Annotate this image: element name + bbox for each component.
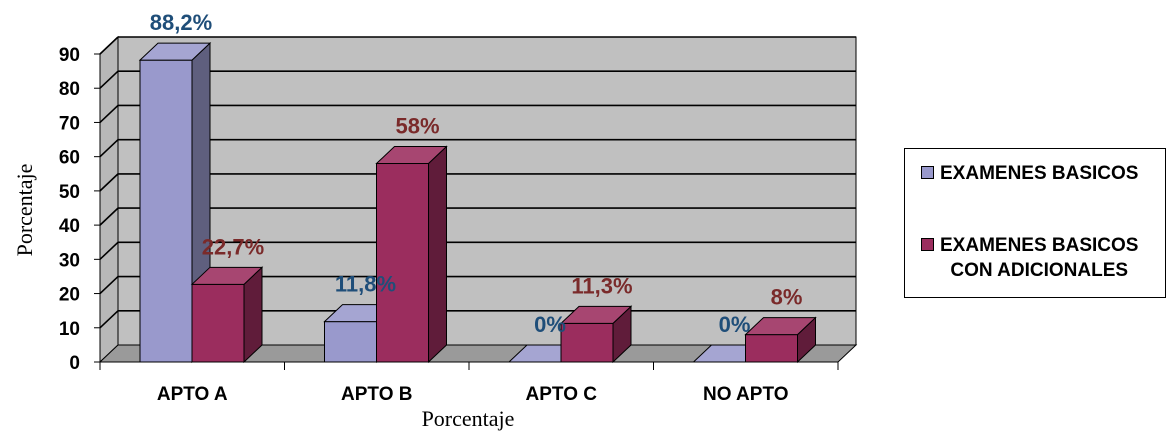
x-tick-label: APTO A [157,384,228,405]
legend-swatch-basicos [921,166,934,179]
bar-top [190,266,264,285]
y-axis-title: Porcentaje [12,164,37,257]
gridline-side [99,139,119,158]
y-tick-label: 60 [59,148,80,169]
data-label: 11,3% [571,273,632,298]
gridline-side [99,70,119,89]
bar-top [744,317,817,336]
bar-top [559,305,633,324]
y-tick-label: 0 [69,353,80,374]
gridline-side [99,241,119,260]
y-tick-label: 70 [59,113,80,134]
legend-item-adicionales: EXAMENES BASICOS CON ADICIONALES [921,233,1138,283]
data-label: 58% [395,114,439,139]
x-axis-title: Porcentaje [422,406,515,431]
bar-1-0 [190,266,264,364]
y-tick-label: 20 [59,285,80,306]
y-tick-label: 30 [59,250,80,271]
y-tick-label: 90 [59,45,80,66]
y-tick-label: 80 [59,79,80,100]
gridline-side [99,275,119,295]
gridline-side [99,104,119,124]
y-tick-label: 50 [59,182,80,203]
bar-front [560,322,614,363]
bar-front [191,283,245,363]
legend-item-basicos: EXAMENES BASICOS [921,161,1138,186]
gridline-side [99,36,119,55]
y-axis: 0 10 20 30 40 50 60 70 80 90 [59,45,101,374]
data-labels: 88,2% 11,8% 0% 0% 22,7% 58% 11,3% 8% [150,10,803,337]
data-label: 11,8% [335,272,396,297]
y-tick-label: 40 [59,216,80,237]
data-label: 22,7% [202,234,264,259]
bar-1-1 [375,145,448,364]
bar-0-0 [138,42,212,364]
data-label: 88,2% [150,10,212,35]
bar-front [139,59,193,363]
data-label: 0% [719,312,751,337]
gridline-side [99,310,119,329]
data-label: 8% [771,285,803,310]
x-tick-label: APTO B [341,384,412,405]
bars [138,42,817,364]
bar-1-3 [744,316,817,364]
legend-label-basicos: EXAMENES BASICOS [940,163,1139,184]
x-tick-label: APTO C [526,384,598,405]
y-tick-label: 10 [59,319,80,340]
legend: EXAMENES BASICOS EXAMENES BASICOS CON AD… [904,148,1166,298]
legend-label-adicionales: EXAMENES BASICOS CON ADICIONALES [940,235,1139,281]
bar-chart: 0 10 20 30 40 50 60 70 80 90 APTO A APTO B APTO C NO… [12,10,858,431]
bar-top [375,146,448,165]
bar-1-2 [559,305,633,364]
bar-front [376,163,429,363]
gridline-side [99,173,119,192]
bar-front [324,321,377,363]
bar-side [428,145,447,364]
gridline-side [99,207,119,226]
bar-top [138,42,212,61]
data-label: 0% [534,312,566,337]
legend-swatch-adicionales [921,238,934,251]
x-axis: APTO A APTO B APTO C NO APTO [99,361,839,405]
x-tick-label: NO APTO [703,384,789,405]
bar-front [745,334,798,363]
